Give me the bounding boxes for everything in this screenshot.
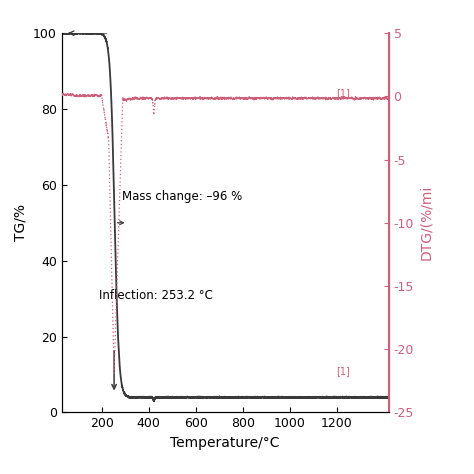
Y-axis label: DTG/(%/mi: DTG/(%/mi (419, 185, 433, 260)
Text: Mass change: –96 %: Mass change: –96 % (122, 190, 242, 203)
Y-axis label: TG/%: TG/% (13, 204, 27, 241)
X-axis label: Temperature/°C: Temperature/°C (170, 436, 280, 450)
Text: [1]: [1] (336, 366, 350, 376)
Text: Inflection: 253.2 °C: Inflection: 253.2 °C (99, 289, 213, 301)
Text: [1]: [1] (336, 88, 350, 99)
